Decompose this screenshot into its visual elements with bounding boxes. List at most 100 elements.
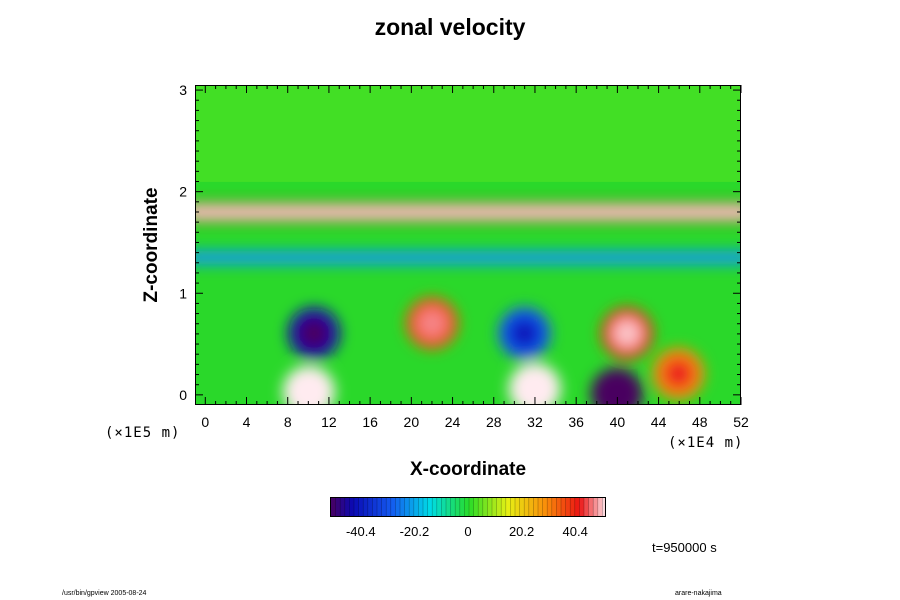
x-axis-label: X-coordinate (409, 459, 527, 480)
x-tick-label: 0 (201, 414, 209, 430)
colorbar-segment (450, 498, 456, 516)
colorbar-segment (372, 498, 378, 516)
y-tick-label: 2 (179, 184, 187, 200)
colorbar-segment (459, 498, 465, 516)
vortex-core-3 (417, 308, 447, 338)
colorbar-segment (354, 498, 360, 516)
colorbar-segment (492, 498, 498, 516)
x-tick-label: 32 (527, 414, 543, 430)
colorbar-segment (340, 498, 346, 516)
colorbar-segment (349, 498, 355, 516)
colorbar-segment (469, 498, 475, 516)
colorbar-segment (335, 498, 341, 516)
colorbar-segment (482, 498, 488, 516)
colorbar-segment (441, 498, 447, 516)
colorbar-segment (395, 498, 401, 516)
x-tick-label: 36 (568, 414, 584, 430)
colorbar-segment (344, 498, 350, 516)
colorbar-segment (602, 498, 605, 516)
chart-title: zonal velocity (374, 14, 526, 40)
colorbar-segment (565, 498, 571, 516)
footer-right: arare-nakajima (675, 590, 722, 597)
colorbar-segment (478, 498, 484, 516)
colorbar (330, 497, 606, 517)
colorbar-segment (446, 498, 452, 516)
colorbar-segment (515, 498, 521, 516)
vortex-core-9 (664, 359, 693, 389)
colorbar-segment (505, 498, 511, 516)
x-tick-label: 48 (692, 414, 708, 430)
colorbar-segment (487, 498, 493, 516)
colorbar-segment (363, 498, 369, 516)
colorbar-segment (404, 498, 410, 516)
x-tick-label: 4 (243, 414, 251, 430)
vortex-core-7 (520, 374, 550, 404)
band-layer-1 (196, 250, 740, 265)
colorbar-tick-label: 0 (464, 524, 471, 539)
colorbar-segment (377, 498, 383, 516)
x-tick-label: 40 (610, 414, 626, 430)
vortex-core-2 (299, 319, 329, 348)
colorbar-segment (597, 498, 603, 516)
x-tick-label: 16 (362, 414, 378, 430)
colorbar-segment (455, 498, 461, 516)
vortex-core-4 (510, 319, 539, 348)
velocity-field (196, 86, 740, 404)
x-tick-label: 24 (445, 414, 461, 430)
x-tick-label: 28 (486, 414, 502, 430)
y-axis-label: Z-coordinate (141, 187, 162, 303)
colorbar-segment (331, 498, 337, 516)
colorbar-segment (367, 498, 373, 516)
colorbar-segment (574, 498, 580, 516)
colorbar-segment (533, 498, 539, 516)
colorbar-segment (423, 498, 429, 516)
vortex-core-5 (612, 319, 642, 348)
colorbar-tick-label: 20.2 (509, 524, 534, 539)
x-tick-label: 20 (404, 414, 420, 430)
colorbar-segment (473, 498, 479, 516)
colorbar-segment (528, 498, 534, 516)
colorbar-segment (542, 498, 548, 516)
colorbar-tick-label: -20.2 (400, 524, 430, 539)
colorbar-segment (538, 498, 544, 516)
colorbar-tick-label: 40.4 (563, 524, 588, 539)
colorbar-segment (413, 498, 419, 516)
plot-area (195, 85, 741, 405)
colorbar-segment (496, 498, 502, 516)
colorbar-segment (579, 498, 585, 516)
colorbar-segment (427, 498, 433, 516)
colorbar-segment (510, 498, 516, 516)
upper-layer (196, 86, 740, 182)
colorbar-segment (570, 498, 576, 516)
colorbar-segment (524, 498, 530, 516)
x-tick-label: 44 (651, 414, 667, 430)
colorbar-segment (561, 498, 567, 516)
vortex-core-8 (602, 379, 632, 404)
colorbar-segment (436, 498, 442, 516)
x-tick-label: 52 (733, 414, 749, 430)
y-tick-label: 1 (179, 285, 187, 301)
colorbar-segment (409, 498, 415, 516)
y-scale-note: (×1E5 m) (105, 425, 181, 441)
colorbar-segment (390, 498, 396, 516)
colorbar-segment (556, 498, 562, 516)
time-label: t=950000 s (652, 540, 717, 555)
colorbar-segment (418, 498, 424, 516)
jet-core (196, 208, 740, 217)
colorbar-tick-label: -40.4 (346, 524, 376, 539)
colorbar-segment (464, 498, 470, 516)
colorbar-segment (386, 498, 392, 516)
y-tick-label: 0 (179, 387, 187, 403)
vortex-core-6 (294, 377, 324, 404)
colorbar-segment (400, 498, 406, 516)
colorbar-segment (381, 498, 387, 516)
colorbar-segment (358, 498, 364, 516)
colorbar-segment (584, 498, 590, 516)
x-scale-note: (×1E4 m) (668, 435, 744, 451)
colorbar-segment (588, 498, 594, 516)
footer-left: /usr/bin/gpview 2005-08-24 (62, 590, 147, 597)
y-tick-label: 3 (179, 82, 187, 98)
colorbar-segment (593, 498, 599, 516)
x-tick-label: 8 (284, 414, 292, 430)
